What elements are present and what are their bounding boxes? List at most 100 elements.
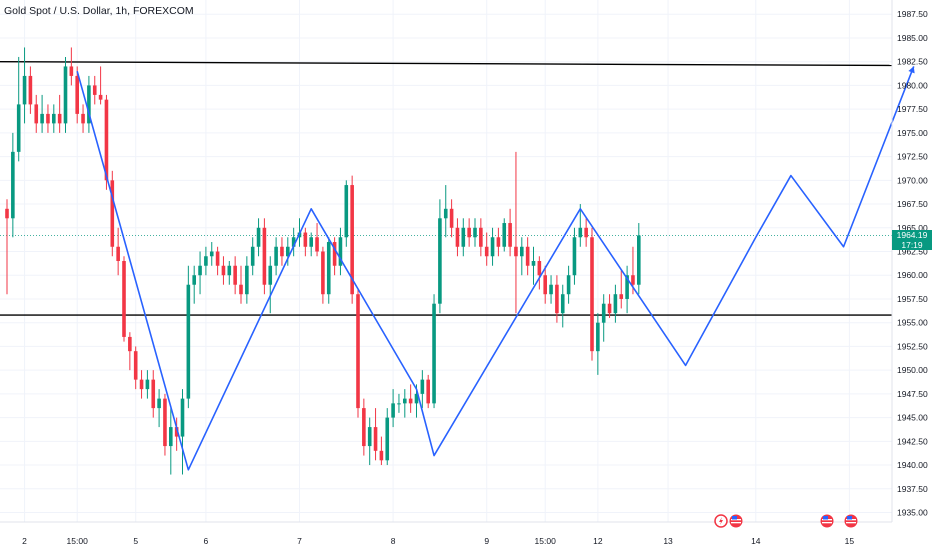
candle-body — [139, 379, 144, 390]
candle — [473, 218, 477, 247]
candle — [449, 199, 454, 238]
candle-body — [87, 85, 91, 124]
us-flag-icon[interactable] — [844, 514, 858, 528]
candle — [619, 270, 624, 309]
candle — [467, 218, 471, 247]
candlesticks — [5, 47, 641, 475]
y-tick-label: 1980.00 — [897, 80, 928, 90]
candle-body — [198, 265, 202, 276]
candle-body — [356, 294, 360, 409]
candle-body — [514, 246, 518, 257]
candle-body — [543, 275, 547, 295]
y-tick-label: 1960.00 — [897, 270, 928, 280]
candle — [34, 94, 39, 133]
bar-countdown: 17:19 — [901, 240, 923, 250]
candle-body — [233, 265, 237, 285]
x-axis[interactable]: 2 15:00 5 6 7 8 9 15:00 12 13 14 15 — [22, 536, 854, 546]
candle — [40, 94, 44, 133]
candle — [92, 75, 97, 105]
candle-body — [186, 284, 191, 399]
x-tick-label: 12 — [593, 536, 603, 546]
candle — [420, 370, 425, 409]
candle-body — [75, 75, 79, 114]
candle — [514, 151, 518, 314]
y-tick-label: 1955.00 — [897, 318, 928, 328]
x-tick-label: 7 — [297, 536, 302, 546]
y-axis[interactable]: 1935.00 1937.50 1940.00 1942.50 1945.00 1947.… — [897, 9, 928, 517]
candle-body — [385, 417, 390, 461]
candle-body — [338, 237, 343, 266]
candle — [75, 66, 79, 124]
candle-body — [479, 227, 483, 247]
candle — [221, 256, 226, 285]
candle-body — [250, 246, 255, 266]
grid — [0, 0, 892, 522]
candle-body — [52, 113, 56, 124]
candle — [52, 104, 56, 133]
candle-body — [631, 275, 635, 285]
candle-body — [98, 94, 103, 100]
y-tick-label: 1975.00 — [897, 128, 928, 138]
economic-event-icons[interactable] — [714, 514, 858, 528]
candle — [555, 275, 559, 323]
us-flag-icon[interactable] — [820, 514, 834, 528]
candle — [596, 313, 600, 375]
candle — [110, 170, 115, 257]
y-tick-label: 1967.50 — [897, 199, 928, 209]
candle-body — [122, 261, 126, 337]
candle-body — [245, 265, 249, 295]
candle-body — [332, 242, 337, 266]
candle-body — [180, 398, 185, 437]
candle-body — [16, 104, 21, 152]
candle — [379, 436, 384, 466]
candle — [520, 237, 524, 276]
candle — [356, 289, 360, 418]
candle-body — [163, 398, 167, 447]
candle — [637, 223, 641, 295]
x-tick-label: 2 — [22, 536, 27, 546]
candle — [566, 265, 571, 304]
candle-body — [34, 104, 39, 124]
candle-body — [461, 227, 466, 247]
y-tick-label: 1942.50 — [897, 436, 928, 446]
y-tick-label: 1970.00 — [897, 175, 928, 185]
candle — [543, 265, 547, 304]
candle-body — [596, 322, 600, 352]
candle-body — [104, 99, 109, 181]
y-tick-label: 1947.50 — [897, 389, 928, 399]
zigzag-projection — [76, 66, 915, 471]
lightning-icon[interactable] — [714, 514, 728, 528]
candle-body — [438, 218, 442, 304]
candle — [286, 237, 290, 266]
candle-body — [414, 393, 419, 404]
candle-body — [28, 75, 33, 105]
candle-body — [455, 227, 460, 247]
us-flag-icon[interactable] — [729, 514, 743, 528]
candle — [145, 370, 150, 399]
candle-body — [174, 427, 179, 437]
candle — [22, 47, 27, 124]
y-tick-label: 1987.50 — [897, 9, 928, 19]
candle — [607, 294, 612, 318]
candle-body — [145, 379, 150, 390]
candle — [122, 256, 126, 342]
y-tick-label: 1957.50 — [897, 294, 928, 304]
y-tick-label: 1952.50 — [897, 341, 928, 351]
candle — [332, 237, 337, 276]
chart-title: Gold Spot / U.S. Dollar, 1h, FOREXCOM — [4, 5, 194, 17]
candle-body — [432, 303, 436, 404]
candle — [613, 284, 618, 323]
candle — [479, 218, 483, 257]
candle-body — [92, 85, 97, 95]
candle — [531, 246, 536, 285]
candle-body — [256, 227, 261, 247]
candle — [590, 227, 594, 361]
candle — [438, 199, 442, 314]
candle — [239, 265, 243, 304]
candle — [508, 208, 512, 257]
candle-body — [584, 227, 588, 238]
zigzag-line — [76, 66, 915, 471]
candle — [496, 227, 501, 257]
candle-body — [520, 246, 524, 257]
